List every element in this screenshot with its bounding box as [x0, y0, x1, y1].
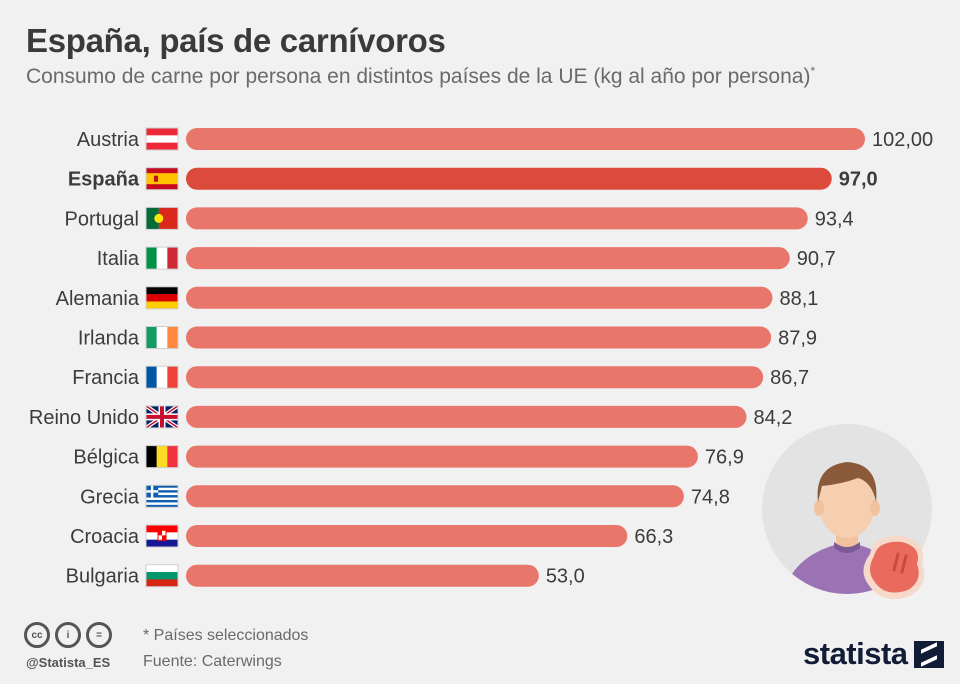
category-label-reino-unido: Reino Unido — [29, 407, 139, 429]
category-label-portugal: Portugal — [65, 208, 140, 230]
license-icons: cc i = — [24, 622, 112, 648]
by-icon: i — [55, 622, 81, 648]
nd-icon: = — [86, 622, 112, 648]
value-label-italia: 90,7 — [797, 248, 836, 270]
category-label-espana: España — [68, 169, 140, 191]
twitter-handle: @Statista_ES — [26, 655, 111, 670]
bar-irlanda[interactable] — [186, 326, 772, 349]
belgium-flag-icon — [145, 445, 179, 469]
statista-wordmark: statista — [803, 636, 908, 671]
bar-francia[interactable] — [186, 366, 764, 389]
france-flag-icon — [145, 365, 179, 389]
bar-grecia[interactable] — [186, 485, 684, 508]
uk-flag-icon — [144, 404, 180, 430]
italy-flag-icon — [145, 246, 179, 270]
spain-flag-icon — [145, 167, 179, 191]
germany-flag-icon — [145, 286, 179, 310]
bar-portugal[interactable] — [186, 207, 808, 230]
statista-mark-icon — [913, 640, 944, 668]
value-label-croacia: 66,3 — [634, 526, 673, 548]
subtitle-asterisk: * — [810, 64, 816, 78]
category-label-austria: Austria — [77, 129, 140, 151]
footnote: * Países seleccionados — [143, 627, 309, 644]
austria-flag-icon — [145, 127, 179, 151]
chart-subtitle: Consumo de carne por persona en distinto… — [26, 64, 815, 89]
source-note: Fuente: Caterwings — [143, 653, 282, 670]
category-label-belgica: Bélgica — [73, 447, 139, 469]
category-label-irlanda: Irlanda — [78, 328, 140, 350]
bar-alemania[interactable] — [186, 286, 773, 309]
category-label-grecia: Grecia — [80, 486, 140, 508]
value-label-bulgaria: 53,0 — [546, 566, 585, 588]
value-label-alemania: 88,1 — [779, 288, 818, 310]
bar-reino-unido[interactable] — [186, 405, 747, 428]
croatia-flag-icon — [145, 524, 179, 548]
ireland-flag-icon — [145, 326, 179, 349]
greece-flag-icon — [145, 484, 179, 508]
category-label-francia: Francia — [72, 367, 140, 389]
bar-chart: Austria 102,00 España 97,0 Portugal 93,4 Itali… — [29, 127, 933, 588]
value-label-austria: 102,00 — [872, 129, 933, 151]
cc-icon: cc — [24, 622, 50, 648]
category-label-croacia: Croacia — [70, 526, 140, 548]
value-label-espana: 97,0 — [839, 169, 878, 191]
value-label-belgica: 76,9 — [705, 447, 744, 469]
value-label-francia: 86,7 — [770, 367, 809, 389]
value-label-portugal: 93,4 — [815, 208, 854, 230]
bar-austria[interactable] — [186, 128, 865, 150]
category-label-bulgaria: Bulgaria — [66, 566, 140, 588]
value-label-grecia: 74,8 — [691, 486, 730, 508]
category-label-alemania: Alemania — [56, 288, 140, 310]
chart-title: España, país de carnívoros — [26, 22, 446, 59]
value-label-irlanda: 87,9 — [778, 328, 817, 350]
bar-bulgaria[interactable] — [186, 564, 539, 587]
subtitle-text: Consumo de carne por persona en distinto… — [26, 65, 811, 88]
person-with-meat-illustration — [762, 424, 932, 600]
bar-italia[interactable] — [186, 247, 790, 270]
bar-belgica[interactable] — [186, 445, 698, 468]
category-label-italia: Italia — [97, 248, 140, 270]
meat-steak-icon — [863, 535, 925, 600]
portugal-flag-icon — [145, 206, 179, 230]
bar-espana[interactable] — [186, 167, 832, 190]
statista-logo[interactable]: statista — [803, 636, 944, 672]
bar-croacia[interactable] — [186, 525, 628, 547]
value-label-reino-unido: 84,2 — [754, 407, 793, 429]
bulgaria-flag-icon — [145, 564, 179, 588]
